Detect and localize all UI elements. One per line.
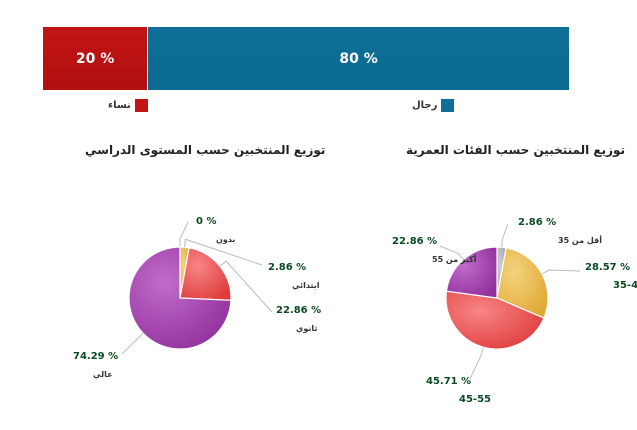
education-pie-chart: 0 %بدون 2.86 % ابتدائي 22.86 % ثانوي 74.29 % ع… [73, 216, 321, 379]
gender-stacked-bar: 20 % 80 % [43, 27, 569, 90]
age-category-label-2: 45-55 [459, 394, 491, 405]
age-slice-3[interactable] [445, 246, 498, 299]
legend-label-women: نساء [108, 100, 131, 111]
age-leader-3 [439, 245, 464, 260]
legend-men[interactable]: رجال [412, 99, 455, 112]
edu-leader-3 [121, 332, 144, 355]
edu-leader-2 [219, 260, 273, 313]
age-chart-title: توزيع المنتخبين حسب الفئات العمرية [406, 143, 626, 157]
edu-leader-0 [179, 221, 189, 247]
legend-label-men: رجال [412, 100, 438, 111]
education-chart-title: توزيع المنتخبين حسب المستوى الدراسي [85, 143, 326, 157]
edu-value-label-1: 2.86 % [268, 262, 306, 273]
edu-leader-1 [184, 238, 263, 266]
legend-swatch-women [134, 99, 148, 112]
edu-category-label-2: ثانوي [296, 324, 317, 333]
women-percent-label: 20 % [75, 50, 115, 67]
legend-swatch-men [441, 99, 455, 112]
women-segment[interactable]: 20 % [43, 27, 149, 90]
edu-value-label-0: 0 % [196, 216, 216, 227]
age-value-label-0: 2.86 % [518, 217, 556, 228]
edu-category-label-1: ابتدائي [292, 281, 320, 290]
age-value-label-2: 45.71 % [426, 376, 471, 387]
age-leader-0 [501, 223, 509, 248]
men-segment[interactable]: 80 % [148, 27, 569, 90]
men-percent-label: 80 % [339, 50, 378, 67]
age-pie-chart: 2.86 %أقل من 35 28.57 % 35-45 45.71 % 45-55 2… [392, 217, 637, 405]
edu-value-label-2: 22.86 % [276, 305, 321, 316]
age-slice-2[interactable] [445, 290, 545, 350]
age-category-label-0: أقل من 35 [558, 235, 602, 245]
edu-slice-2[interactable] [179, 247, 232, 301]
age-value-label-1: 28.57 % [585, 262, 630, 273]
edu-category-label-3: عالي [93, 370, 113, 379]
age-leader-2 [469, 347, 484, 380]
age-category-label-3: أكبر من 55 [432, 254, 477, 264]
age-slice-1[interactable] [496, 247, 549, 319]
age-leader-1 [541, 269, 581, 275]
age-value-label-3: 22.86 % [392, 236, 437, 247]
edu-category-label-0: بدون [216, 235, 235, 244]
edu-value-label-3: 74.29 % [73, 351, 118, 362]
age-category-label-1: 35-45 [613, 280, 637, 291]
legend-women[interactable]: نساء [108, 99, 148, 112]
